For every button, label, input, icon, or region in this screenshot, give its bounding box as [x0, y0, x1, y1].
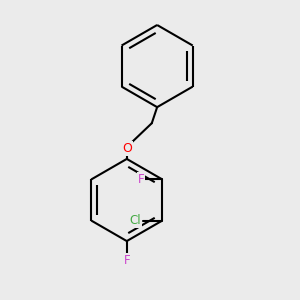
Text: O: O	[122, 142, 132, 155]
Text: F: F	[138, 173, 144, 186]
Text: Cl: Cl	[130, 214, 141, 227]
Text: F: F	[124, 254, 130, 267]
